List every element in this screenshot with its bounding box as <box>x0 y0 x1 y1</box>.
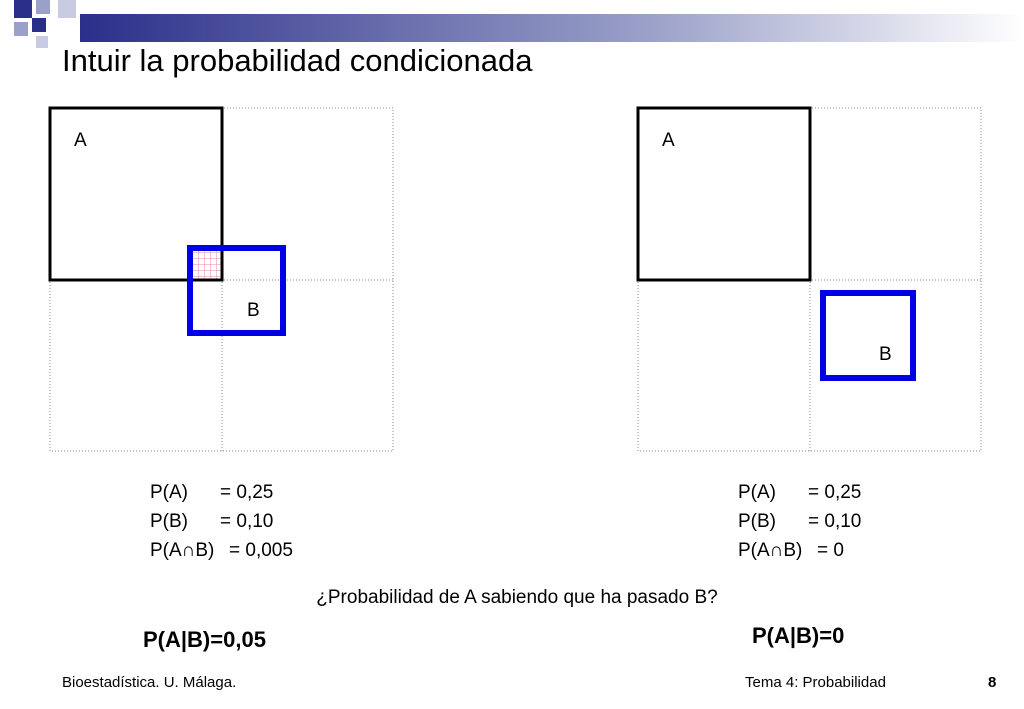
prob-label: P(B) <box>150 511 188 532</box>
prob-value: = 0,005 <box>229 540 293 561</box>
prob-value: = 0,25 <box>808 482 862 503</box>
header-bar <box>80 14 1024 42</box>
result: P(A|B)=0,05 <box>143 627 266 652</box>
prob-value: = 0,10 <box>220 511 274 532</box>
set-label: A <box>662 130 675 151</box>
footer-center: Tema 4: Probabilidad <box>745 674 886 691</box>
question: ¿Probabilidad de A sabiendo que ha pasad… <box>316 587 718 608</box>
prob-value: = 0 <box>817 540 844 561</box>
set-label: B <box>879 344 892 365</box>
set-label: B <box>247 300 260 321</box>
prob-value: = 0,10 <box>808 511 862 532</box>
prob-label: P(A) <box>150 482 188 503</box>
page-number: 8 <box>988 674 997 691</box>
set-label: A <box>74 130 87 151</box>
prob-label: P(A∩B) <box>150 540 215 561</box>
prob-label: P(A) <box>738 482 776 503</box>
title: Intuir la probabilidad condicionada <box>62 43 533 78</box>
footer-left: Bioestadística. U. Málaga. <box>62 674 237 691</box>
prob-label: P(A∩B) <box>738 540 803 561</box>
result: P(A|B)=0 <box>752 623 845 648</box>
right-diagram <box>636 106 982 452</box>
left-diagram <box>48 106 394 452</box>
prob-value: = 0,25 <box>220 482 274 503</box>
logo-squares <box>14 0 76 48</box>
prob-label: P(B) <box>738 511 776 532</box>
